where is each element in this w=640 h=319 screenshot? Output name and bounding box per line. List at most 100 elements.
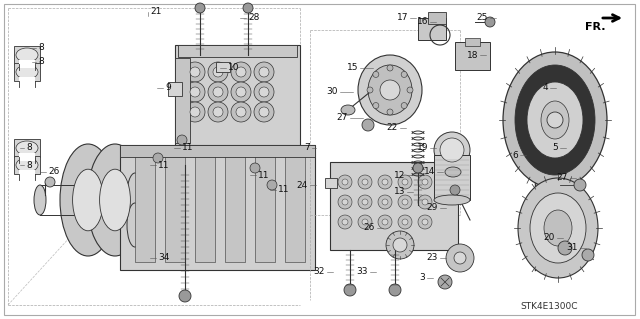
Ellipse shape [208,82,228,102]
Ellipse shape [342,199,348,205]
Ellipse shape [16,65,38,79]
Ellipse shape [254,102,274,122]
Ellipse shape [362,199,368,205]
Ellipse shape [398,175,412,189]
Text: 27: 27 [557,174,568,182]
Ellipse shape [402,219,408,225]
Ellipse shape [208,62,228,82]
Text: 11: 11 [158,160,170,169]
Ellipse shape [434,132,470,168]
Ellipse shape [362,219,368,225]
Text: 10: 10 [228,63,239,72]
Ellipse shape [236,67,246,77]
Text: 20: 20 [543,234,555,242]
Bar [216,62,230,72]
Text: 15: 15 [346,63,358,72]
Ellipse shape [358,215,372,229]
Ellipse shape [387,65,393,71]
Ellipse shape [185,62,205,82]
Text: 31: 31 [566,243,578,253]
Ellipse shape [208,102,228,122]
Ellipse shape [530,193,586,263]
Ellipse shape [213,87,223,97]
Ellipse shape [34,185,46,215]
Ellipse shape [254,82,274,102]
Ellipse shape [127,173,143,217]
Ellipse shape [16,158,38,172]
Text: 33: 33 [356,268,368,277]
Text: 8: 8 [38,43,44,53]
Text: 8: 8 [38,57,44,66]
Ellipse shape [398,195,412,209]
Ellipse shape [518,178,598,278]
Ellipse shape [250,163,260,173]
Ellipse shape [541,101,569,139]
Ellipse shape [60,144,116,256]
Text: STK4E1300C: STK4E1300C [520,302,577,311]
Text: 14: 14 [424,167,435,176]
Text: 26: 26 [364,224,375,233]
Text: FR.: FR. [585,22,605,32]
Text: 34: 34 [158,254,170,263]
Bar [330,162,458,250]
Ellipse shape [373,71,379,78]
Bar [225,152,245,262]
Text: 8: 8 [26,160,32,169]
Ellipse shape [418,195,432,209]
Text: 25: 25 [477,13,488,23]
Ellipse shape [440,138,464,162]
Bar [19,77,35,85]
Ellipse shape [190,87,200,97]
Ellipse shape [544,210,572,246]
Ellipse shape [179,290,191,302]
Ellipse shape [582,249,594,261]
Text: 8: 8 [26,144,32,152]
Text: 7: 7 [304,144,310,152]
Ellipse shape [382,219,388,225]
Ellipse shape [382,179,388,185]
Bar [19,60,35,68]
Ellipse shape [213,107,223,117]
Ellipse shape [402,199,408,205]
Text: 3: 3 [419,273,425,283]
Ellipse shape [401,71,407,78]
Ellipse shape [422,179,428,185]
Ellipse shape [358,195,372,209]
Bar [175,58,190,143]
Ellipse shape [446,244,474,272]
Text: 21: 21 [150,8,161,17]
Ellipse shape [342,179,348,185]
Ellipse shape [387,109,393,115]
Ellipse shape [16,141,38,155]
Ellipse shape [231,62,251,82]
Ellipse shape [413,163,423,173]
Ellipse shape [190,107,200,117]
Ellipse shape [547,112,563,128]
Text: 19: 19 [417,144,428,152]
Ellipse shape [243,3,253,13]
Text: 12: 12 [394,170,405,180]
Ellipse shape [515,65,595,175]
Ellipse shape [445,167,461,177]
Ellipse shape [503,52,607,188]
Bar [325,178,337,188]
Bar [135,152,155,262]
Text: 32: 32 [314,268,325,277]
Ellipse shape [454,252,466,264]
Ellipse shape [386,231,414,259]
Ellipse shape [398,215,412,229]
Ellipse shape [213,67,223,77]
Bar [455,42,490,70]
Ellipse shape [231,102,251,122]
Ellipse shape [389,284,401,296]
Text: 16: 16 [417,18,428,26]
Text: 29: 29 [427,204,438,212]
Ellipse shape [358,175,372,189]
Ellipse shape [378,215,392,229]
Bar [165,152,185,262]
Ellipse shape [16,48,38,62]
Ellipse shape [338,175,352,189]
Ellipse shape [341,105,355,115]
Text: 6: 6 [512,151,518,160]
Bar [168,82,182,96]
